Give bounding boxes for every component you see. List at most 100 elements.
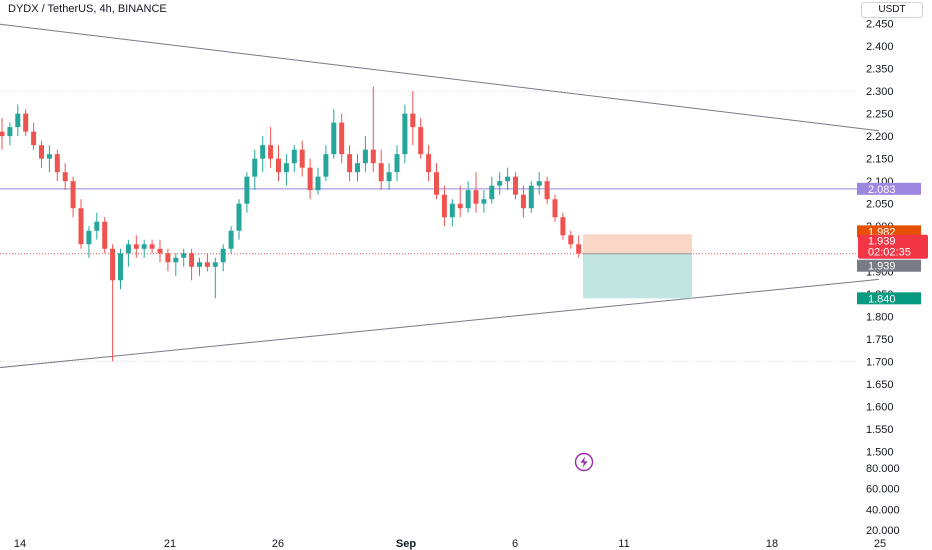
candle-body[interactable] — [212, 262, 218, 267]
candle-body[interactable] — [157, 248, 163, 254]
last-price-label-bg — [857, 259, 921, 272]
target-price-label-text: 1.840 — [868, 293, 896, 305]
candle-body[interactable] — [141, 244, 147, 249]
currency-selector[interactable]: USDT — [861, 2, 923, 18]
candle-body[interactable] — [386, 172, 392, 182]
candle-body[interactable] — [457, 203, 463, 209]
candle-body[interactable] — [426, 154, 432, 173]
candle-body[interactable] — [197, 262, 202, 267]
candle-body[interactable] — [31, 131, 37, 146]
candle-body[interactable] — [46, 154, 52, 159]
current-price-bg — [858, 234, 928, 259]
trendline[interactable] — [0, 23, 879, 132]
candle-body[interactable] — [70, 181, 76, 209]
candle-body[interactable] — [204, 262, 210, 267]
volume-tick-label: 60.000 — [866, 484, 900, 496]
candle-body[interactable] — [410, 113, 416, 128]
price-tick-label: 1.700 — [866, 356, 894, 368]
price-tick-label: 1.500 — [866, 447, 894, 459]
candle-body[interactable] — [39, 145, 44, 159]
candle-body[interactable] — [315, 176, 321, 191]
candle-body[interactable] — [465, 190, 471, 209]
candle-body[interactable] — [370, 149, 376, 164]
candle-body[interactable] — [283, 163, 289, 173]
price-tick-label: 2.350 — [866, 64, 894, 76]
trendline[interactable] — [0, 278, 879, 369]
candle-body[interactable] — [481, 199, 487, 204]
candle-body[interactable] — [418, 127, 424, 155]
candle-body[interactable] — [520, 194, 526, 209]
price-tick-label: 2.300 — [866, 86, 894, 98]
candle-body[interactable] — [307, 167, 313, 191]
candle-body[interactable] — [149, 244, 155, 249]
candle-body[interactable] — [528, 185, 534, 209]
candle-body[interactable] — [7, 127, 13, 137]
candle-body[interactable] — [473, 190, 479, 204]
candle-body[interactable] — [513, 176, 518, 195]
hline-price-label: 2.083 — [857, 182, 921, 196]
candle-body[interactable] — [291, 149, 297, 164]
candle-body[interactable] — [110, 248, 116, 281]
candle-body[interactable] — [244, 176, 250, 204]
candle-body[interactable] — [536, 181, 542, 186]
candle-body[interactable] — [0, 131, 5, 137]
hline-price-label-bg — [857, 182, 921, 195]
volume-tick-label: 20.000 — [866, 525, 900, 537]
candle-body[interactable] — [576, 244, 582, 254]
candle-body[interactable] — [441, 194, 447, 218]
candle-body[interactable] — [402, 113, 408, 155]
candle-body[interactable] — [362, 149, 368, 164]
target-price-label: 1.840 — [857, 292, 921, 305]
candle-body[interactable] — [236, 203, 242, 231]
candle-body[interactable] — [355, 163, 360, 173]
candle-body[interactable] — [323, 154, 329, 177]
stop-loss-zone[interactable] — [583, 234, 692, 254]
candle-body[interactable] — [23, 113, 29, 132]
candle-body[interactable] — [394, 154, 400, 173]
take-profit-zone[interactable] — [583, 253, 692, 299]
candle-body[interactable] — [118, 253, 123, 281]
candle-body[interactable] — [189, 253, 195, 267]
candle-body[interactable] — [347, 154, 353, 173]
candle-body[interactable] — [331, 122, 337, 155]
candle-body[interactable] — [86, 230, 92, 245]
lightning-icon[interactable] — [574, 452, 594, 472]
candle-body[interactable] — [78, 208, 84, 245]
time-tick-label: 26 — [272, 538, 284, 550]
candle-body[interactable] — [62, 172, 68, 182]
time-tick-label: 25 — [874, 538, 886, 550]
candle-body[interactable] — [489, 185, 495, 200]
candle-body[interactable] — [378, 163, 384, 182]
candle-body[interactable] — [434, 172, 439, 195]
candle-body[interactable] — [568, 235, 574, 245]
symbol-title[interactable]: DYDX / TetherUS, 4h, BINANCE — [8, 3, 167, 15]
candle-body[interactable] — [165, 253, 171, 263]
time-tick-label: 11 — [618, 538, 629, 550]
candle-body[interactable] — [552, 199, 558, 218]
candle-body[interactable] — [560, 217, 566, 236]
candle-body[interactable] — [268, 145, 274, 159]
candle-body[interactable] — [449, 203, 455, 218]
price-tick-label: 2.200 — [866, 131, 894, 143]
candle-body[interactable] — [102, 221, 108, 249]
price-tick-label: 1.800 — [866, 311, 894, 323]
candle-body[interactable] — [133, 244, 139, 249]
candle-body[interactable] — [497, 181, 503, 186]
candle-body[interactable] — [220, 248, 226, 263]
candle-body[interactable] — [260, 145, 266, 159]
time-tick-label: 21 — [164, 538, 176, 550]
candle-body[interactable] — [276, 158, 281, 173]
candle-body[interactable] — [252, 158, 258, 177]
candle-body[interactable] — [299, 149, 305, 168]
candle-body[interactable] — [173, 257, 179, 263]
candle-body[interactable] — [228, 230, 234, 249]
candle-body[interactable] — [15, 113, 21, 128]
candle-body[interactable] — [181, 253, 187, 258]
candle-body[interactable] — [339, 122, 345, 155]
candle-body[interactable] — [54, 154, 60, 173]
candle-body[interactable] — [544, 181, 550, 200]
candle-body[interactable] — [505, 176, 511, 182]
candle-body[interactable] — [125, 244, 131, 254]
candle-body[interactable] — [94, 221, 100, 231]
